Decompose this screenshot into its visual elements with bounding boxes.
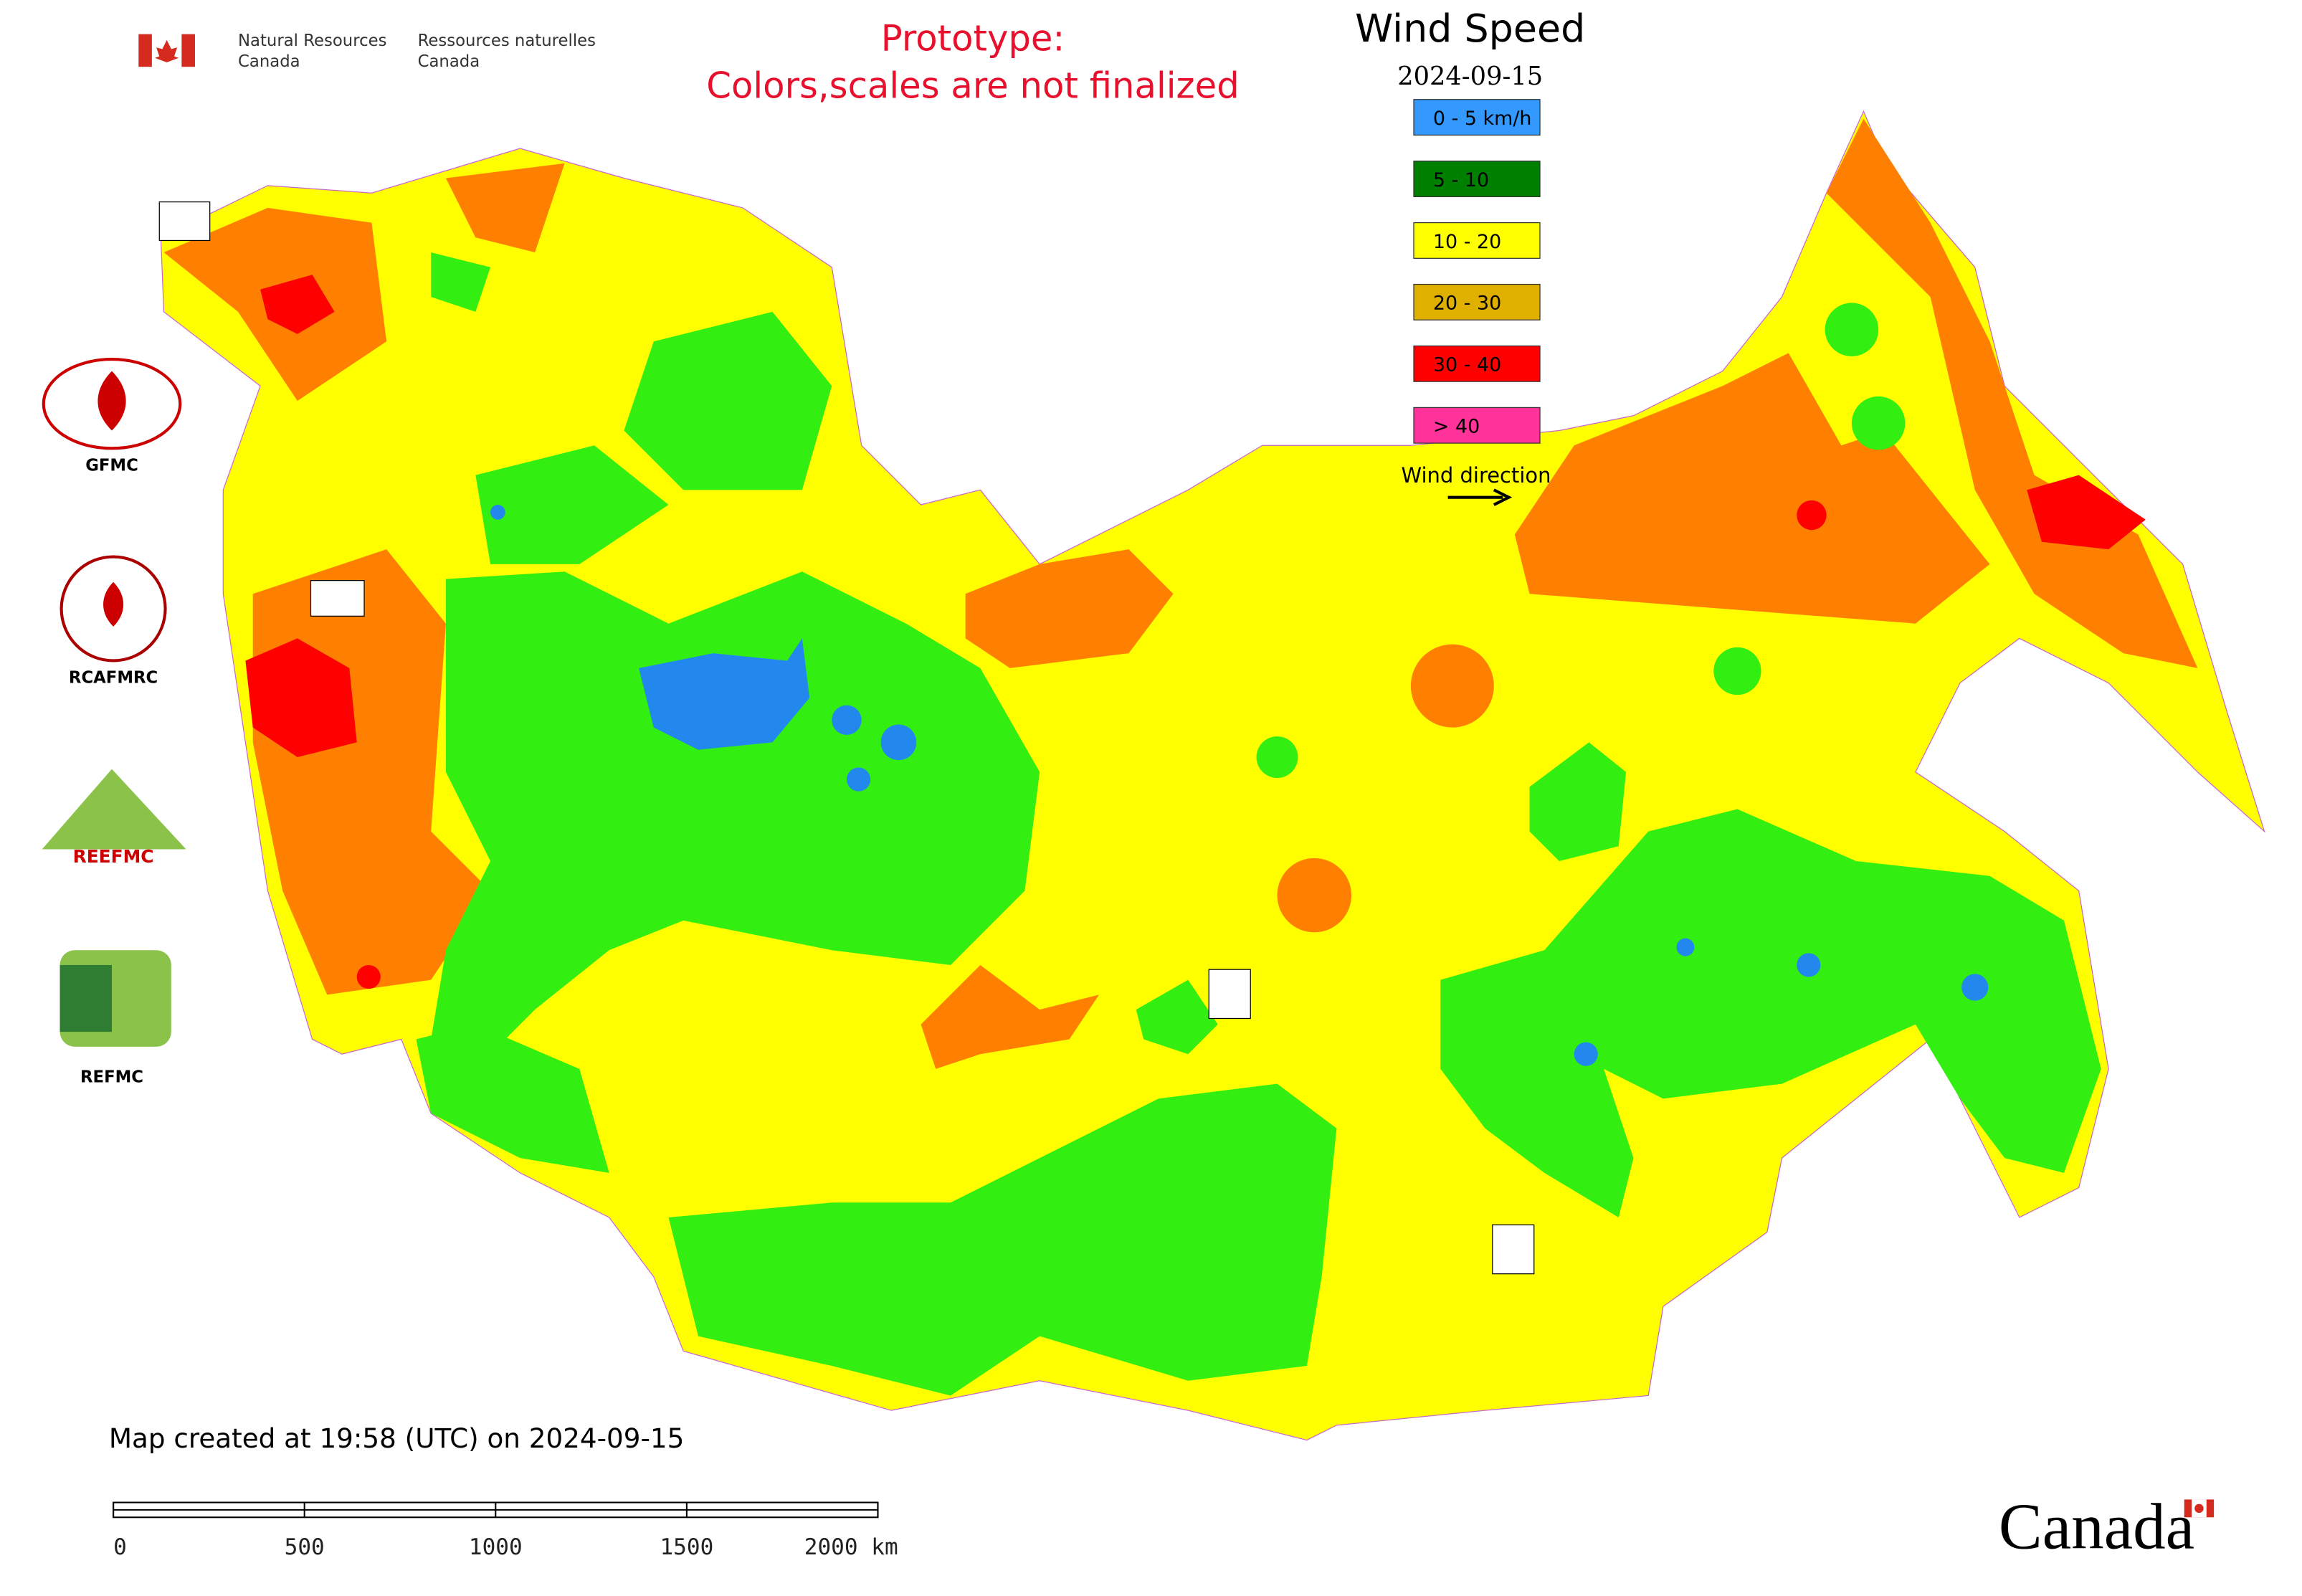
scale-label: 2000 km	[804, 1534, 898, 1560]
legend-label: 5 - 10	[1433, 169, 1489, 191]
legend-swatch	[1413, 99, 1541, 136]
legend: 0 - 5 km/h 5 - 10 10 - 20 20 - 30 30 - 40 > 4…	[1413, 99, 1541, 444]
legend-swatch	[1413, 222, 1541, 259]
legend-swatch	[1413, 345, 1541, 382]
map-created: Map created at 19:58 (UTC) on 2024-09-15	[109, 1422, 684, 1454]
scale-label: 1500	[660, 1534, 713, 1560]
legend-swatch	[1413, 283, 1541, 320]
zone-0-5	[490, 505, 1989, 1066]
scale-label: 0	[113, 1534, 127, 1560]
scale-label: 500	[285, 1534, 325, 1560]
legend-label: 20 - 30	[1433, 293, 1501, 315]
agency-fr: Canada	[418, 52, 480, 71]
legend-swatch	[1413, 407, 1541, 444]
prototype-notice: Colors,scales are not finalized	[706, 65, 1239, 107]
legend-title: Wind Speed	[1355, 6, 1585, 51]
zone-30-40	[245, 275, 2146, 989]
wind-map	[158, 110, 2265, 1441]
center-markers	[158, 201, 1535, 1275]
legend-swatch	[1413, 161, 1541, 197]
legend-label: 10 - 20	[1433, 231, 1501, 253]
legend-date: 2024-09-15	[1397, 62, 1543, 91]
logo-label: RCAFMRC	[69, 669, 158, 688]
logo-label: REFMC	[80, 1068, 143, 1087]
legend-label: 30 - 40	[1433, 354, 1501, 376]
agency-fr: Ressources naturelles	[418, 32, 596, 50]
canada-wordmark: Canada	[1999, 1491, 2194, 1563]
zone-5-10	[416, 252, 2101, 1396]
wordmark-flag	[2184, 1499, 2215, 1518]
legend-label: > 40	[1433, 416, 1480, 438]
scale-label: 1000	[469, 1534, 523, 1560]
nrcan-signature: Natural Resources Canada Ressources natu…	[138, 32, 596, 71]
prototype-notice: Prototype:	[881, 17, 1065, 59]
logo-label: GFMC	[85, 456, 138, 475]
wind-direction-arrow	[1447, 488, 1513, 506]
logo-label: REEFMC	[73, 846, 154, 867]
wind-direction-label: Wind direction	[1401, 463, 1551, 488]
legend-label: 0 - 5 km/h	[1433, 108, 1532, 130]
agency-en: Natural Resources	[238, 32, 386, 50]
scale-bar: 0 500 1000 1500 2000 km	[113, 1501, 898, 1560]
logos	[42, 358, 186, 1047]
agency-en: Canada	[238, 52, 300, 71]
